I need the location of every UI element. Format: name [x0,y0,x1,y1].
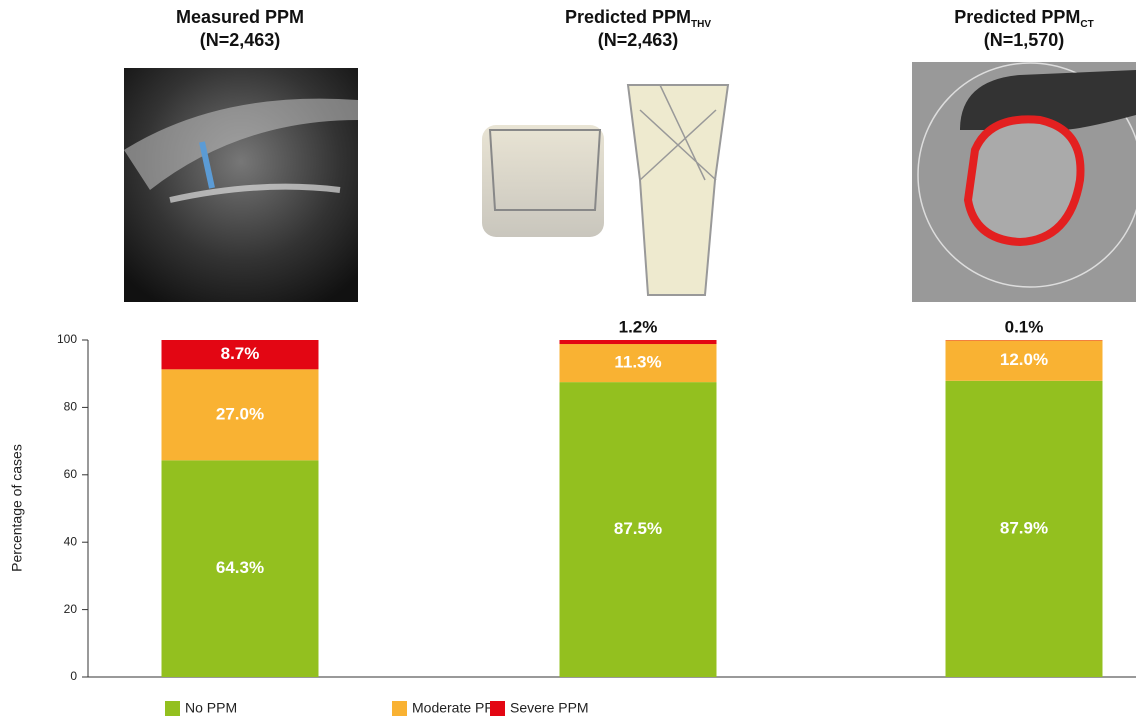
bar-segment [559,340,717,345]
value-label: 1.2% [619,317,658,336]
bar-segment [161,340,319,370]
y-tick-label: 0 [70,669,77,683]
y-axis-label: Percentage of cases [9,444,25,572]
title-subscript: THV [691,19,711,30]
title-text: Predicted PPM [954,7,1080,27]
value-label: 11.3% [614,353,661,372]
legend-label: No PPM [185,700,237,716]
legend-swatch [165,701,180,716]
bar-segment [559,382,717,677]
title-text: Predicted PPM [565,7,691,27]
title-text: Measured PPM [176,7,304,27]
value-label: 87.5% [614,519,662,538]
bar-segment [161,369,319,461]
column-count: (N=2,463) [598,30,679,50]
value-label: 27.0% [216,404,264,423]
value-label: 0.1% [1005,317,1044,336]
legend-label: Moderate PPM [412,700,505,716]
y-tick-label: 40 [64,534,78,548]
ct-image [912,62,1136,302]
column-count: (N=1,570) [984,30,1065,50]
valve-image [482,84,730,296]
y-tick-label: 20 [64,602,78,616]
value-label: 87.9% [1000,518,1048,537]
title-subscript: CT [1080,19,1093,30]
column-title: Predicted PPMCT [954,7,1093,30]
bar-segment [945,380,1103,677]
y-tick-label: 60 [64,467,78,481]
legend-label: Severe PPM [510,700,589,716]
value-label: 8.7% [221,344,260,363]
legend-swatch [392,701,407,716]
column-count: (N=2,463) [200,30,281,50]
bar-segment [161,460,319,677]
value-label: 12.0% [1000,350,1048,369]
column-title: Predicted PPMTHV [565,7,711,30]
echo-image [124,68,358,302]
y-tick-label: 100 [57,332,77,346]
y-tick-label: 80 [64,400,78,414]
bar-segment [559,344,717,383]
bar-segment [945,340,1103,381]
legend-swatch [490,701,505,716]
column-title: Measured PPM [176,7,304,27]
value-label: 64.3% [216,558,264,577]
